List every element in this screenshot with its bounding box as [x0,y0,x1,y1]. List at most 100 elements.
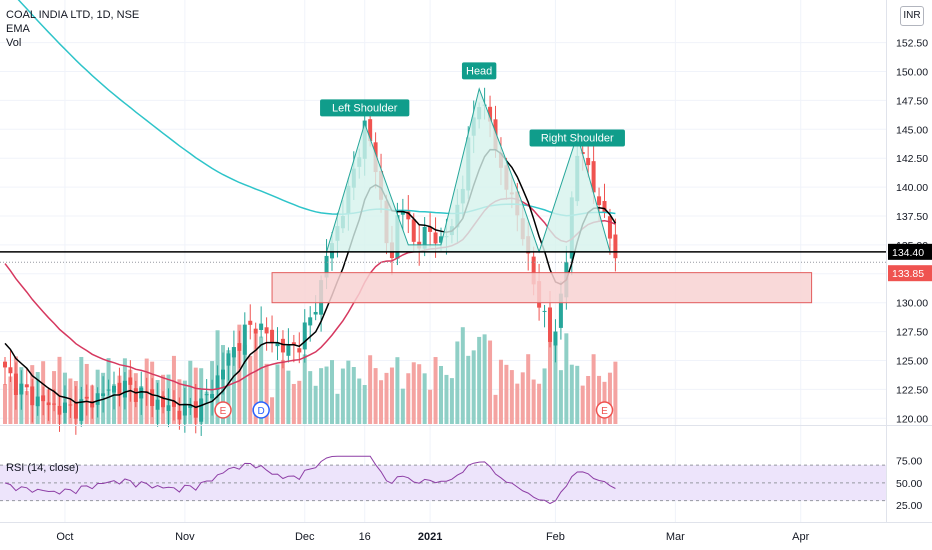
candle-body[interactable] [553,331,558,346]
candle-body[interactable] [586,157,591,166]
candle-body[interactable] [188,405,193,408]
candle-body[interactable] [291,342,296,346]
candle-body[interactable] [204,394,209,396]
candle-body[interactable] [591,161,596,193]
rsi-legend[interactable]: RSI (14, close) [6,462,79,474]
candle-body[interactable] [231,347,236,358]
price-axis-tick: 125.00 [896,356,928,368]
candle-body[interactable] [62,402,67,413]
candle-body[interactable] [428,226,433,232]
candle-body[interactable] [439,236,443,243]
candle-body[interactable] [35,396,40,407]
candle-body[interactable] [411,219,416,242]
candle-body[interactable] [302,322,307,350]
candle-body[interactable] [171,401,176,407]
currency-button[interactable]: INR [900,6,924,26]
candle-body[interactable] [558,293,563,328]
candle-body[interactable] [280,338,285,353]
candle-body[interactable] [253,328,258,334]
candle-body[interactable] [68,404,73,406]
candle-body[interactable] [166,405,171,412]
head-shoulders-pattern[interactable] [325,87,611,254]
candle-body[interactable] [8,367,13,374]
price-axis-tick: 122.50 [896,384,928,396]
candle-body[interactable] [79,399,84,421]
candle-body[interactable] [297,348,302,353]
candle-body[interactable] [177,410,182,420]
legend-symbol[interactable]: COAL INDIA LTD, 1D, NSE [6,9,140,21]
candle-body[interactable] [117,382,122,395]
candle-body[interactable] [193,401,198,418]
candle-body[interactable] [308,317,313,326]
volume-bar [308,371,313,424]
candle-body[interactable] [597,196,602,206]
candle-body[interactable] [237,343,242,351]
candle-body[interactable] [270,329,275,343]
candle-body[interactable] [221,369,225,380]
candle-body[interactable] [313,311,318,315]
candle-body[interactable] [275,342,280,347]
candle-body[interactable] [368,119,373,142]
legend-ema[interactable]: EMA [6,23,30,35]
candle-body[interactable] [242,324,247,355]
pattern-label[interactable]: Left Shoulder [320,99,410,117]
legend-vol[interactable]: Vol [6,37,22,49]
candle-body[interactable] [324,255,329,278]
candle-body[interactable] [112,385,116,393]
candle-body[interactable] [101,393,106,397]
candle-body[interactable] [41,395,46,402]
candle-body[interactable] [13,373,18,395]
candle-body[interactable] [84,396,89,399]
pattern-label[interactable]: Right Shoulder [529,129,625,147]
candle-body[interactable] [264,327,269,334]
candle-body[interactable] [548,307,552,342]
candle-body[interactable] [488,106,493,122]
candle-body[interactable] [607,216,612,239]
candle-body[interactable] [259,323,264,331]
candle-body[interactable] [52,403,57,405]
volume-bar [389,367,394,424]
candle-body[interactable] [133,388,138,402]
candle-body[interactable] [46,402,51,406]
candle-body[interactable] [19,383,24,395]
candle-body[interactable] [128,377,133,385]
candle-body[interactable] [542,310,547,312]
rsi-pane[interactable] [0,425,932,505]
candle-body[interactable] [531,256,536,285]
volume-bar [357,378,362,424]
candle-body[interactable] [95,393,100,405]
candle-body[interactable] [602,201,607,213]
candle-body[interactable] [248,320,253,325]
candle-body[interactable] [215,375,220,390]
candle-body[interactable] [286,345,291,356]
candle-body[interactable] [210,394,215,399]
candle-body[interactable] [406,211,411,220]
candle-body[interactable] [182,403,187,416]
event-marker[interactable]: E [595,401,614,419]
pattern-label[interactable]: Head [461,62,497,80]
candle-body[interactable] [3,361,7,368]
event-marker[interactable]: E [214,401,232,419]
candle-body[interactable] [150,389,155,407]
candle-body[interactable] [226,353,231,366]
candle-body[interactable] [400,211,405,215]
candle-body[interactable] [24,384,29,388]
candle-body[interactable] [90,401,95,408]
candle-body[interactable] [199,398,204,422]
candle-body[interactable] [613,234,618,259]
candle-body[interactable] [155,399,160,410]
candle-body[interactable] [30,386,35,406]
event-marker-circle [595,401,614,419]
event-marker[interactable]: D [252,401,270,419]
support-zone[interactable] [271,272,813,304]
price-pane[interactable]: Left Shoulder Head Right Shoulder E D E [0,0,886,522]
candle-body[interactable] [73,402,78,419]
candle-body[interactable] [422,226,427,249]
candle-body[interactable] [433,232,438,244]
candle-body[interactable] [122,380,127,398]
candle-body[interactable] [161,395,166,408]
candle-body[interactable] [106,389,111,391]
candle-body[interactable] [139,387,144,399]
candle-body[interactable] [57,405,62,415]
